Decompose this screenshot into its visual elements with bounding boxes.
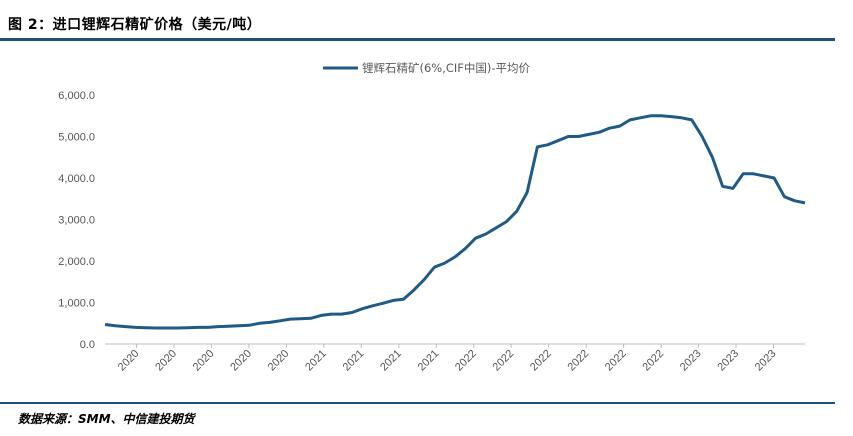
y-tick-label: 1,000.0 xyxy=(58,298,95,310)
x-tick-label: 2022 xyxy=(640,348,666,374)
x-tick-label: 2022 xyxy=(565,348,591,374)
plot-area xyxy=(104,114,806,330)
price-series-line xyxy=(104,114,806,330)
x-tick-label: 2022 xyxy=(453,348,479,374)
y-tick-label: 6,000.0 xyxy=(58,90,95,102)
legend-label: 锂辉石精矿(6%,CIF中国)-平均价 xyxy=(362,61,531,75)
bottom-divider xyxy=(0,402,835,404)
x-tick-label: 2020 xyxy=(266,348,292,374)
x-tick-label: 2021 xyxy=(416,348,442,374)
y-tick-label: 5,000.0 xyxy=(58,132,95,144)
x-tick-label: 2023 xyxy=(678,348,704,374)
x-axis: 2020 2020 2020 2020 2020 2021 2021 2021 2021 2022… xyxy=(105,343,805,374)
x-tick-label: 2021 xyxy=(341,348,367,374)
x-tick-label: 2022 xyxy=(603,348,629,374)
x-tick-label: 2023 xyxy=(715,348,741,374)
figure-title: 图 2：进口锂辉石精矿价格（美元/吨） xyxy=(8,17,262,33)
x-tick-label: 2020 xyxy=(153,348,179,374)
y-tick-label: 4,000.0 xyxy=(58,173,95,185)
x-tick-label: 2020 xyxy=(191,348,217,374)
y-tick-label: 3,000.0 xyxy=(58,215,95,227)
top-divider xyxy=(0,38,835,41)
x-tick-label: 2020 xyxy=(228,348,254,374)
x-tick-label: 2021 xyxy=(378,348,404,374)
x-tick-label: 2022 xyxy=(491,348,517,374)
x-tick-label: 2020 xyxy=(116,348,142,374)
x-tick-label: 2023 xyxy=(753,348,779,374)
source-note: 数据来源：SMM、中信建投期货 xyxy=(18,412,195,426)
y-tick-label: 2,000.0 xyxy=(58,256,95,268)
y-axis: 0.0 1,000.0 2,000.0 3,000.0 4,000.0 5,000.0 6,… xyxy=(58,90,95,351)
x-tick-label: 2021 xyxy=(303,348,329,374)
y-tick-label: 0.0 xyxy=(80,339,95,351)
x-tick-label: 2022 xyxy=(528,348,554,374)
legend: 锂辉石精矿(6%,CIF中国)-平均价 xyxy=(323,61,531,75)
